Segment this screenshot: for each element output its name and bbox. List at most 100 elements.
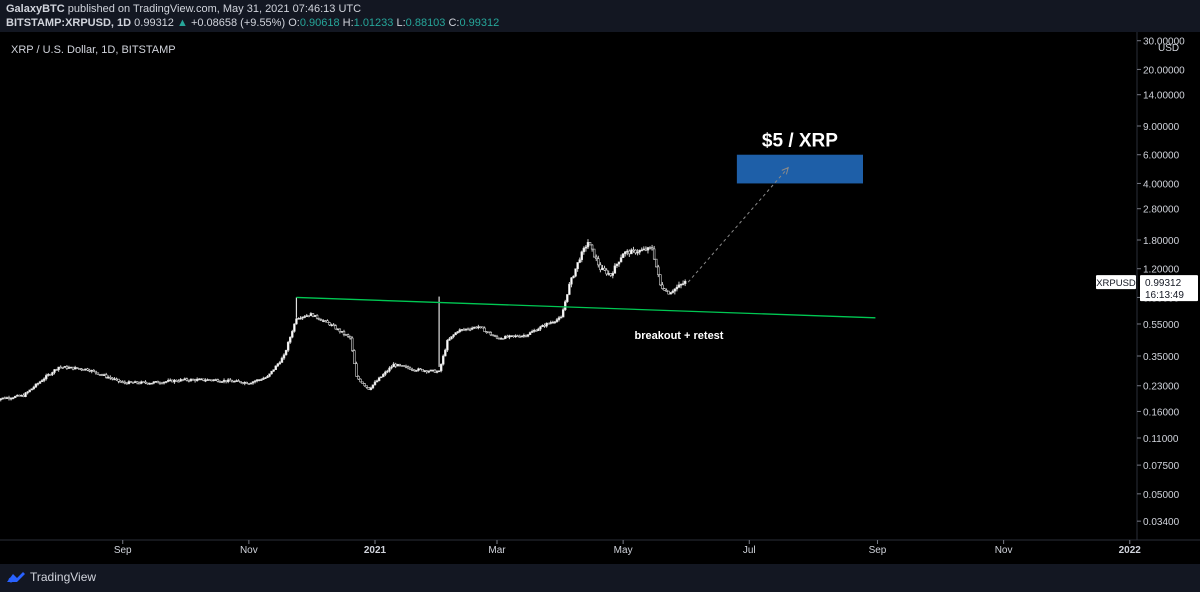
candle-body xyxy=(590,244,594,250)
candle-body xyxy=(605,269,608,275)
candle-body xyxy=(286,341,290,351)
candle-body xyxy=(481,326,484,329)
candle-body xyxy=(65,366,69,369)
low-value: 0.88103 xyxy=(405,17,446,29)
candle-body xyxy=(237,380,240,382)
candle-body xyxy=(111,377,114,380)
candle-body xyxy=(535,330,538,332)
candle-body xyxy=(222,379,226,382)
candle-body xyxy=(677,284,681,288)
candle-body xyxy=(78,368,81,370)
candle-body xyxy=(140,381,143,384)
candle-body xyxy=(167,380,170,382)
candle-body xyxy=(193,379,197,382)
candle-body xyxy=(514,335,517,338)
candle-body xyxy=(448,338,451,341)
candle-body xyxy=(0,398,2,401)
published-text: published on TradingView.com, May 31, 20… xyxy=(67,3,362,15)
tradingview-logo[interactable]: TradingView xyxy=(6,570,96,584)
candle-body xyxy=(607,273,610,275)
candle-body xyxy=(493,335,497,337)
candle-body xyxy=(233,380,236,383)
candle-body xyxy=(162,381,166,384)
candle-body xyxy=(282,354,286,359)
candle-body xyxy=(615,263,619,267)
candle-body xyxy=(361,381,364,384)
candle-body xyxy=(185,378,189,381)
candle-body xyxy=(181,379,184,381)
candle-body xyxy=(659,274,662,286)
candle-body xyxy=(683,280,687,284)
candle-body xyxy=(73,367,77,370)
candle-body xyxy=(617,261,621,265)
open-value: 0.90618 xyxy=(299,17,340,29)
candle-body xyxy=(235,380,238,382)
candle-body xyxy=(464,328,468,331)
candle-body xyxy=(115,378,118,381)
current-price-box xyxy=(1140,275,1198,302)
candle-body xyxy=(375,380,379,383)
candle-body xyxy=(543,324,546,327)
candle-body xyxy=(559,316,563,319)
candle-body xyxy=(158,382,162,385)
candle-body xyxy=(450,336,453,340)
candle-body xyxy=(30,388,33,391)
candle-body xyxy=(220,381,224,383)
candle-body xyxy=(315,314,319,319)
candle-body xyxy=(84,368,87,371)
chart-header: GalaxyBTC published on TradingView.com, … xyxy=(0,0,1200,32)
candle-body xyxy=(506,335,509,338)
candle-body xyxy=(340,331,344,333)
candle-body xyxy=(129,381,133,383)
candle-body xyxy=(5,397,9,399)
candle-body xyxy=(138,382,141,385)
candle-body xyxy=(475,326,478,329)
price-chart[interactable]: 30.00000 20.00000 14.00000 9.00000 6.00000 4.… xyxy=(0,32,1200,564)
candle-body xyxy=(113,378,116,381)
candle-body xyxy=(479,326,482,328)
candle-body xyxy=(229,379,232,382)
candle-body xyxy=(94,370,98,374)
candle-body xyxy=(564,301,567,310)
candle-body xyxy=(462,329,466,331)
candle-body xyxy=(373,381,377,386)
candle-body xyxy=(293,323,296,332)
candle-body xyxy=(49,374,52,376)
close-value: 0.99312 xyxy=(459,17,500,29)
high-value: 1.01233 xyxy=(353,17,394,29)
candle-body xyxy=(549,322,552,324)
candle-body xyxy=(61,366,64,369)
candle-body xyxy=(652,248,656,260)
candle-body xyxy=(642,248,646,251)
candle-body xyxy=(226,379,230,382)
candle-body xyxy=(301,316,304,319)
candle-body xyxy=(231,380,234,383)
candle-body xyxy=(423,370,426,372)
candle-body xyxy=(320,319,323,322)
candle-body xyxy=(611,273,614,276)
publisher-name[interactable]: GalaxyBTC xyxy=(6,3,65,15)
candle-body xyxy=(359,378,362,383)
countdown-label: 16:13:49 xyxy=(1145,290,1184,301)
candle-body xyxy=(171,379,174,383)
candle-body xyxy=(71,366,75,370)
candle-body xyxy=(272,369,275,372)
candle-body xyxy=(452,334,455,337)
candle-body xyxy=(404,365,408,368)
candle-body xyxy=(289,336,292,343)
candle-body xyxy=(348,335,352,339)
candle-body xyxy=(619,257,623,263)
candle-body xyxy=(584,246,588,249)
candle-body xyxy=(400,365,404,367)
candle-body xyxy=(160,382,164,385)
ohlc-line: BITSTAMP:XRPUSD, 1D 0.99312 ▲ +0.08658 (… xyxy=(6,17,499,29)
candle-body xyxy=(466,328,470,331)
candle-body xyxy=(468,328,472,331)
candle-body xyxy=(497,337,501,340)
candle-body xyxy=(212,379,215,381)
candle-body xyxy=(189,378,193,382)
chart-area[interactable]: 30.00000 20.00000 14.00000 9.00000 6.00000 4.… xyxy=(0,32,1200,564)
candle-body xyxy=(371,384,375,389)
candle-body xyxy=(421,368,424,372)
y-tick-label: 0.35000 xyxy=(1143,352,1180,363)
